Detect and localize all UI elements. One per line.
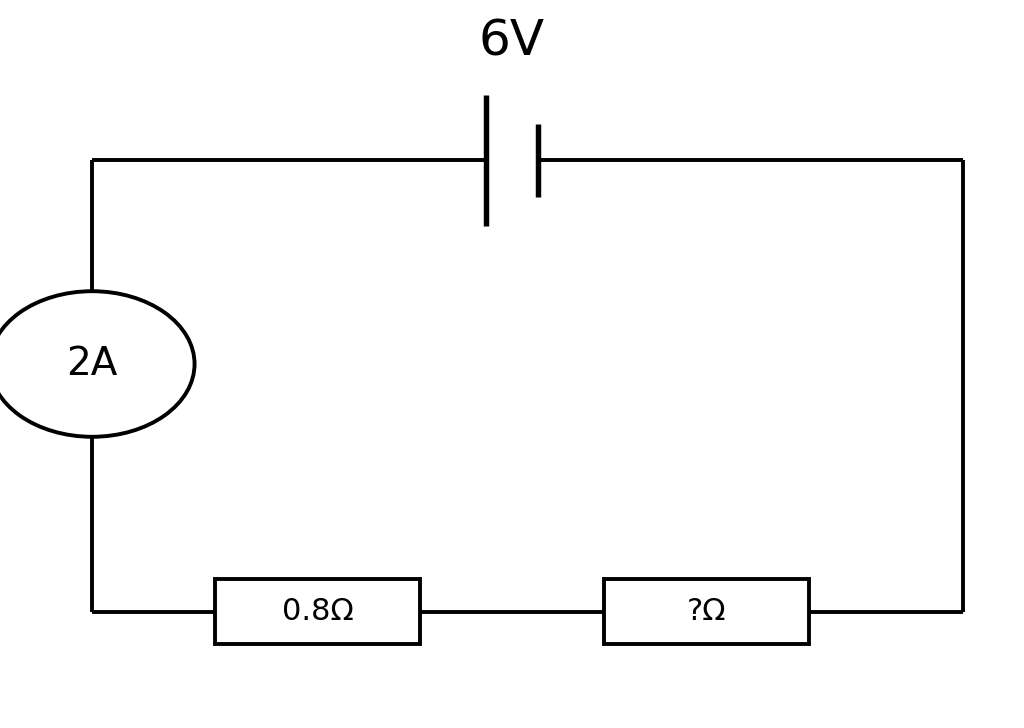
Bar (604, 579, 809, 644)
Text: 0.8Ω: 0.8Ω (282, 597, 353, 626)
Circle shape (0, 291, 195, 437)
Bar (215, 579, 420, 644)
Text: 6V: 6V (479, 17, 545, 66)
Text: 2A: 2A (67, 345, 118, 383)
Text: ?Ω: ?Ω (687, 597, 726, 626)
